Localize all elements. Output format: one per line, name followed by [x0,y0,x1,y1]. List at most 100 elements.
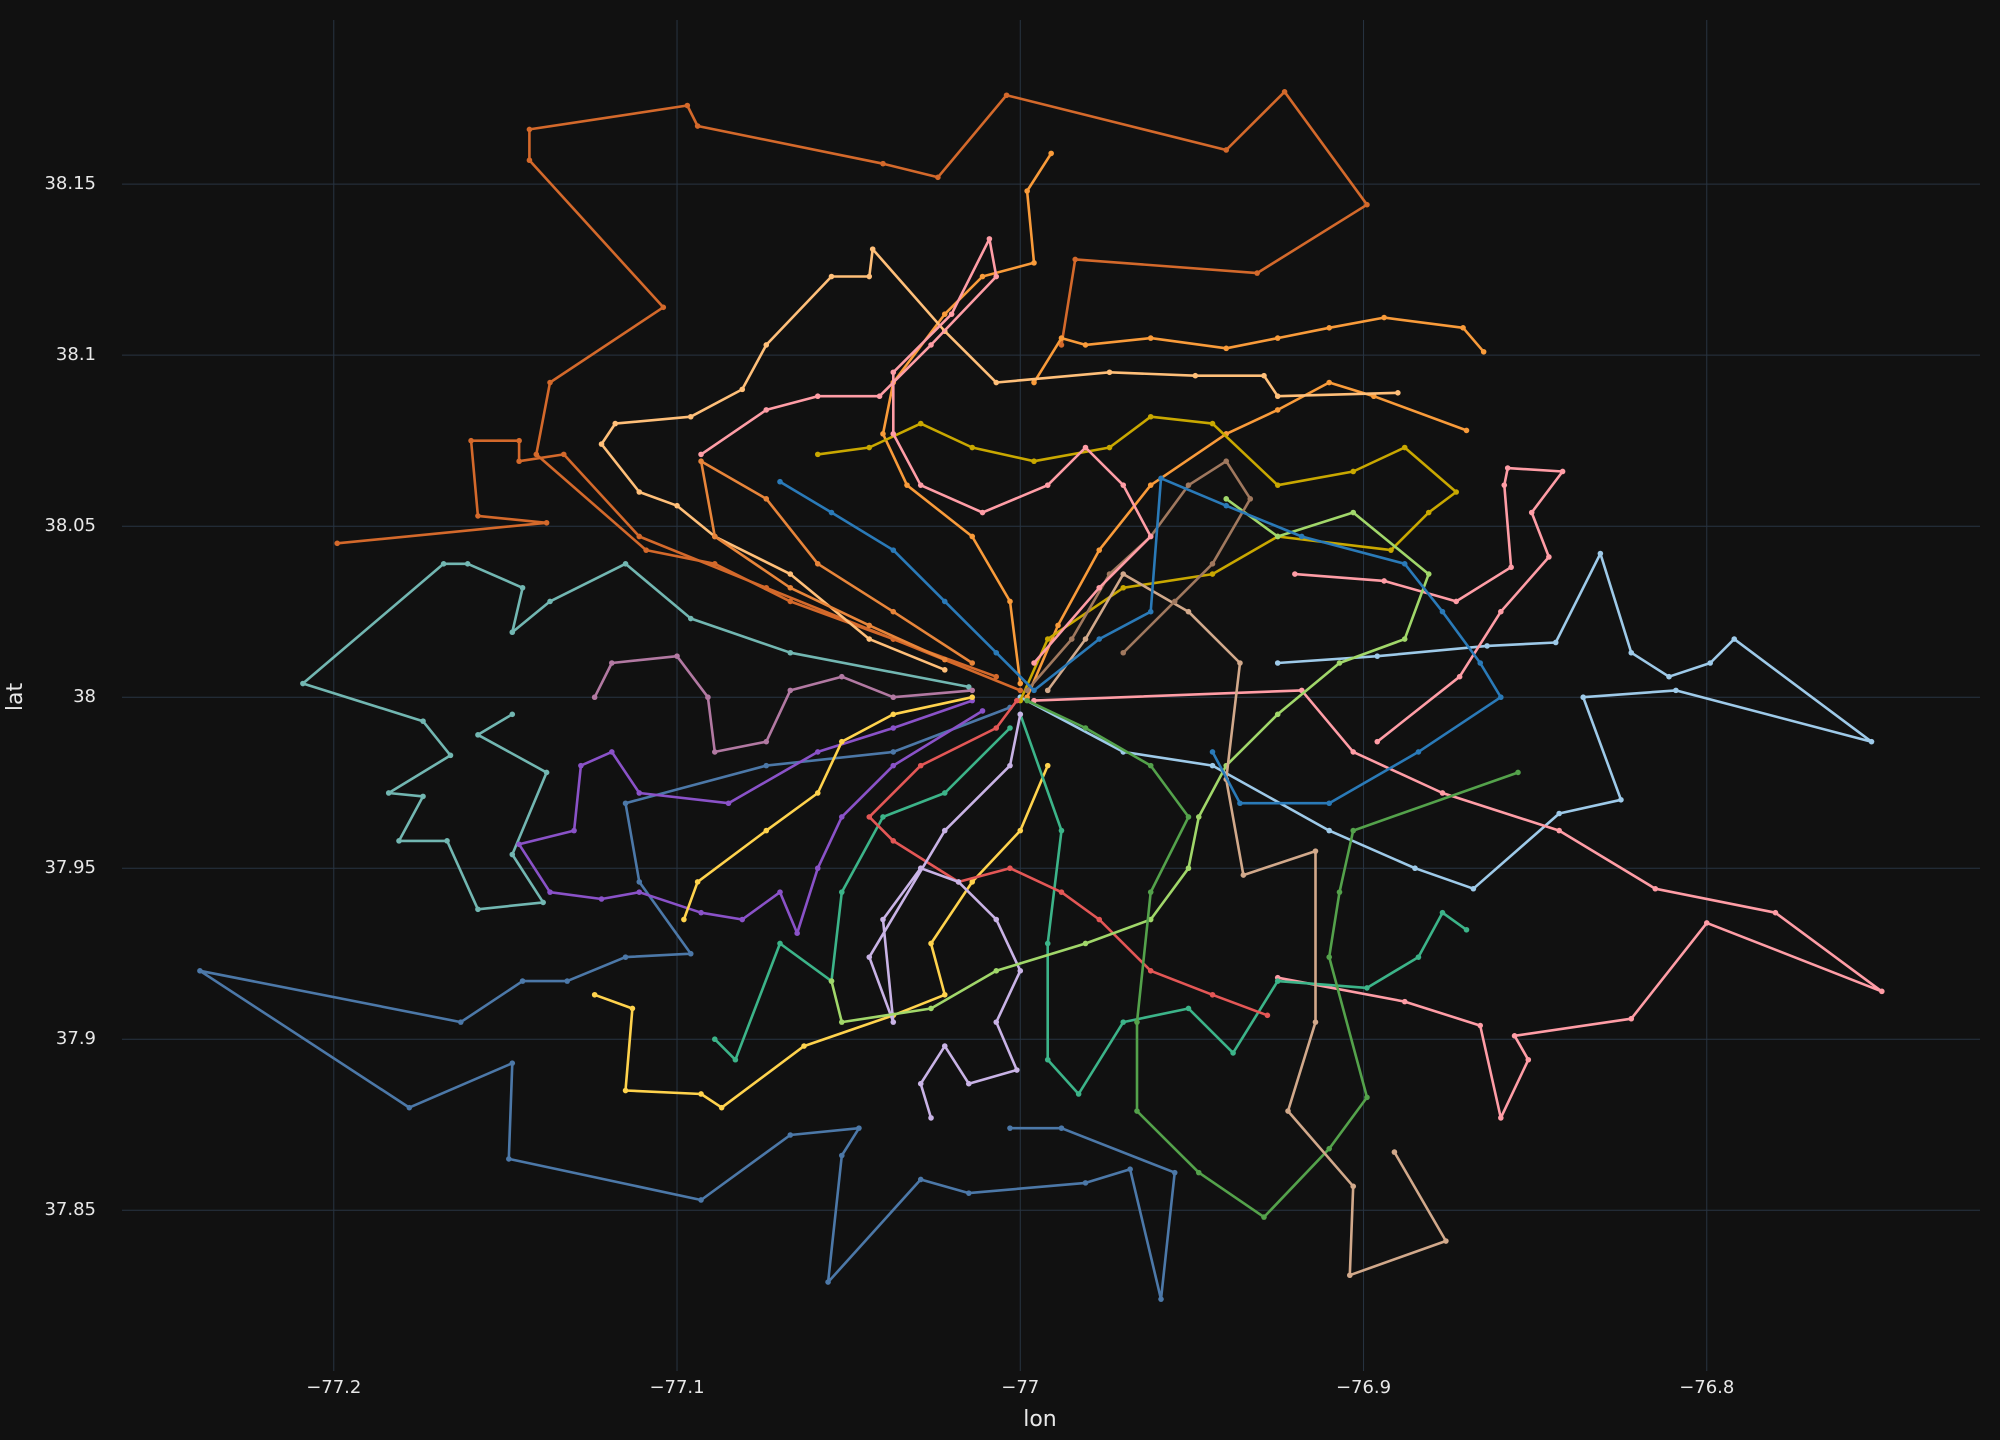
route-point [1147,533,1154,540]
route-point [1007,865,1013,872]
route-point [890,369,897,376]
route-point [1336,660,1343,666]
route-point [1147,889,1154,895]
route-point [969,533,976,540]
route-point [828,273,835,280]
route-point [1230,1050,1236,1056]
route-point [1350,468,1357,475]
route-point [1209,571,1216,577]
route-point [1106,369,1113,376]
route-point [1326,954,1333,960]
route-point [941,1043,948,1049]
route-point [1498,1115,1504,1121]
route-point [828,509,835,516]
x-tick-label: −76.9 [1336,1377,1391,1398]
route-line [1294,466,1564,743]
route-point [698,1091,704,1097]
route-point [1415,749,1422,755]
route-point [1055,622,1061,629]
y-tick-label: 38.1 [56,344,96,365]
route-point [1031,260,1037,266]
route-point [1223,458,1230,465]
x-tick-label: −77.2 [306,1377,361,1398]
route-point [890,547,897,553]
route-point [687,950,694,957]
route-point [1274,407,1281,413]
route-point [1401,561,1408,567]
route-point [1209,762,1216,769]
route-line [1019,552,1873,890]
route-point [1147,968,1154,974]
route-point [1096,547,1103,553]
route-point [560,451,567,458]
route-point [1498,608,1504,615]
route-point [1412,865,1418,872]
route-point [1371,393,1377,400]
route-point [866,814,873,820]
route-point [1134,1108,1140,1114]
route-point [1673,687,1679,694]
route-point [698,451,704,458]
route-point [1120,482,1127,488]
route-point [1058,827,1065,834]
route-point [955,879,962,885]
route-point [334,540,341,547]
route-point [1504,465,1511,471]
route-point [880,814,886,820]
route-point [1618,797,1624,803]
route-point [622,1087,629,1094]
route-point [406,1104,413,1111]
route-point [969,694,976,701]
route-point [814,393,821,400]
route-point [1120,584,1127,591]
route-point [509,629,516,636]
route-point [591,694,598,701]
route-point [1185,608,1192,615]
route-point [1350,827,1357,834]
route-point [1484,643,1490,649]
route-point [965,1080,972,1087]
route-point [1868,738,1875,745]
route-point [622,561,629,567]
route-point [969,660,976,666]
route-point [1274,660,1281,666]
route-point [711,749,718,755]
route-point [1364,1094,1370,1101]
route-point [519,978,526,984]
route-point [1082,940,1089,947]
route-point [986,236,993,242]
route-point [1731,636,1738,642]
route-point [1460,325,1466,331]
route-point [1477,660,1484,666]
route-point [396,838,402,844]
route-point [1106,444,1113,451]
route-point [698,1197,704,1203]
route-point [385,790,392,796]
route-point [1374,653,1381,659]
route-point [935,174,941,181]
route-point [1326,379,1333,386]
route-point [869,246,876,252]
route-point [1127,1166,1133,1173]
route-point [1559,468,1566,475]
route-point [1096,584,1103,591]
route-point [705,694,711,701]
route-point [969,444,976,451]
route-point [1223,345,1230,352]
route-point [1209,991,1216,998]
route-point [1237,800,1243,807]
route-point [1237,660,1243,666]
route-point [622,800,629,807]
route-point [917,1080,924,1087]
route-point [1346,1272,1353,1279]
route-point [1628,649,1635,656]
route-point [814,561,821,567]
route-point [636,489,643,495]
route-point [1044,1056,1051,1063]
plot-area [197,89,1885,1302]
route-point [928,940,934,947]
route-point [1439,790,1446,796]
route-point [1628,1015,1635,1022]
route-point [787,571,794,577]
